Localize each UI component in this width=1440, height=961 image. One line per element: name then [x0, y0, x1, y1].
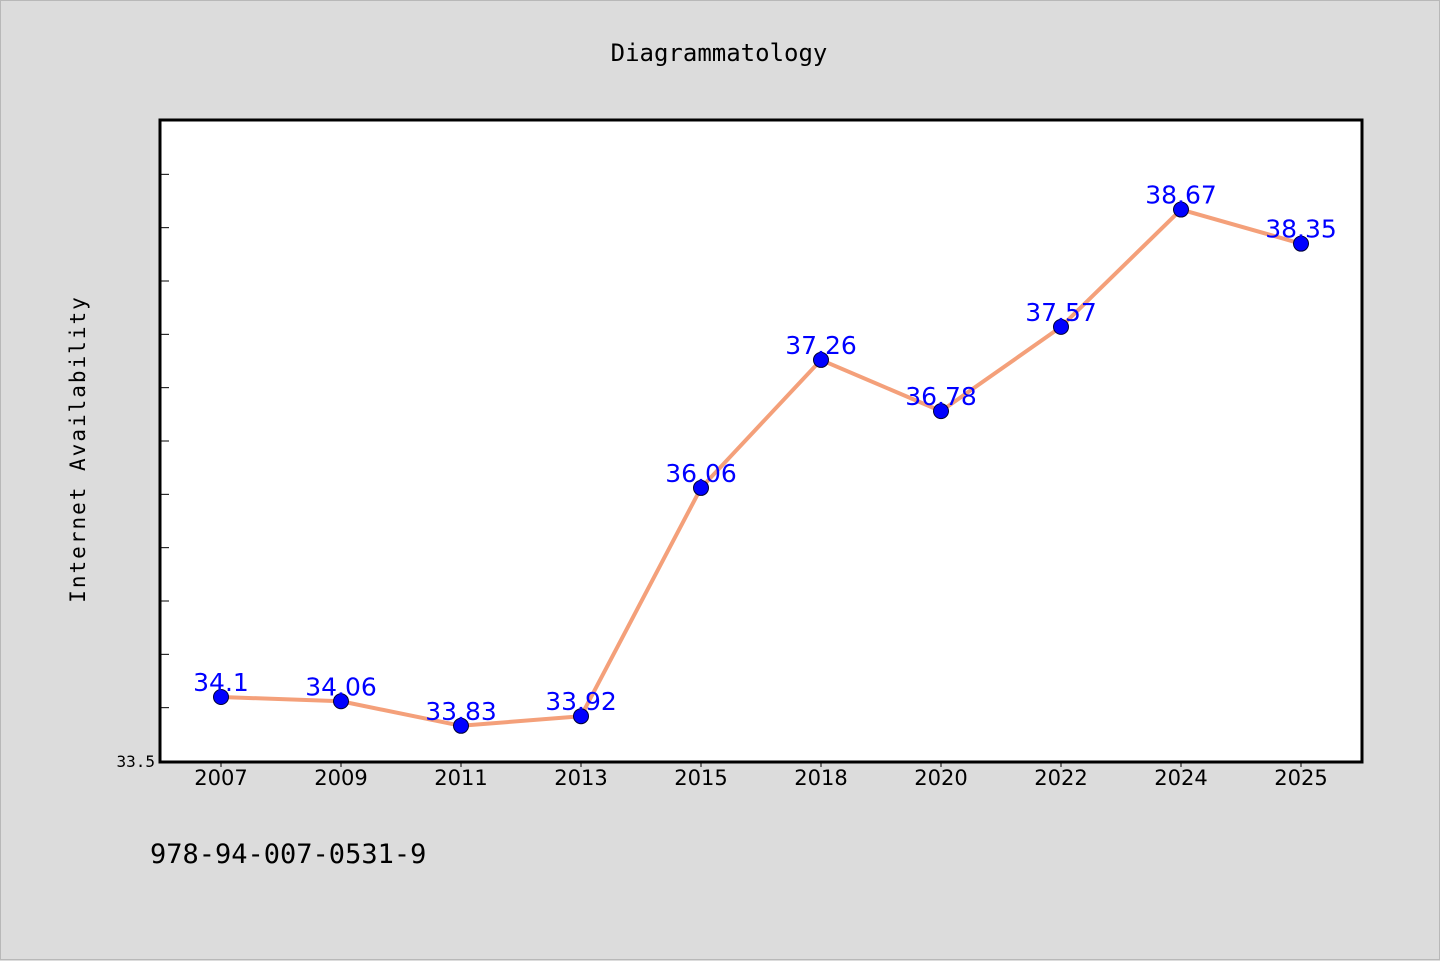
x-axis-ticks: 2007 2009 2011 2013 2015 2018 2020 2022 2024 2025	[194, 761, 1328, 790]
data-label: 34.1	[193, 668, 249, 697]
data-label: 37.57	[1025, 298, 1097, 327]
chart-title: Diagrammatology	[611, 39, 828, 67]
series-data-labels: 34.1 34.06 33.83 33.92 36.06 37.26 36.78 37.57 3…	[193, 181, 1337, 726]
data-point	[1293, 235, 1309, 252]
footnote-isbn: 978-94-007-0531-9	[150, 839, 426, 870]
data-point	[333, 693, 349, 710]
data-label: 38.35	[1265, 215, 1337, 244]
x-tick-label: 2015	[674, 766, 727, 790]
x-tick-label: 2020	[914, 766, 967, 790]
data-label: 36.78	[905, 382, 977, 411]
x-tick-label: 2018	[794, 766, 847, 790]
series-line	[220, 207, 1302, 728]
data-label: 33.83	[425, 697, 497, 726]
data-point	[573, 708, 589, 725]
x-tick-label: 2009	[314, 766, 367, 790]
data-point	[1053, 318, 1069, 335]
data-label: 38.67	[1145, 181, 1217, 210]
series-markers	[213, 201, 1309, 734]
data-label: 37.26	[785, 331, 857, 360]
data-label: 34.06	[305, 672, 377, 701]
data-point	[453, 717, 469, 734]
y-axis-ticks: 33.5	[116, 120, 169, 771]
x-tick-label: 2025	[1274, 766, 1327, 790]
x-tick-label: 2013	[554, 766, 607, 790]
x-tick-label: 2024	[1154, 766, 1207, 790]
data-point	[933, 403, 949, 420]
data-point	[1173, 201, 1189, 218]
y-tick-label: 33.5	[116, 752, 155, 771]
x-tick-label: 2011	[434, 766, 487, 790]
y-axis-label: Internet Availability	[66, 295, 90, 603]
data-point	[213, 689, 229, 705]
x-tick-label: 2022	[1034, 766, 1087, 790]
data-point	[813, 351, 829, 368]
data-label: 36.06	[665, 459, 737, 488]
x-tick-label: 2007	[194, 766, 247, 790]
data-point	[693, 479, 709, 496]
data-label: 33.92	[545, 687, 617, 716]
series-line-group	[220, 207, 1302, 728]
